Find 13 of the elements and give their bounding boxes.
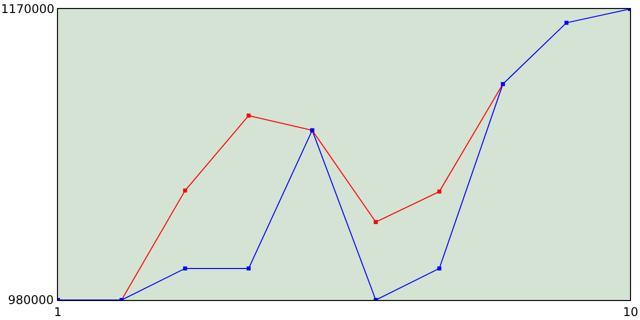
point: [246, 266, 251, 270]
y-tick-label: 980000: [8, 293, 54, 307]
point: [437, 266, 442, 270]
point: [374, 220, 378, 224]
point: [564, 20, 568, 25]
x-tick-label: 10: [623, 305, 638, 319]
line-series: [58, 9, 630, 300]
point: [183, 266, 188, 270]
point: [437, 190, 442, 194]
point: [246, 114, 251, 118]
point: [183, 188, 188, 192]
x-tick-label: 1: [54, 305, 62, 319]
y-tick-label: 1170000: [1, 2, 54, 16]
